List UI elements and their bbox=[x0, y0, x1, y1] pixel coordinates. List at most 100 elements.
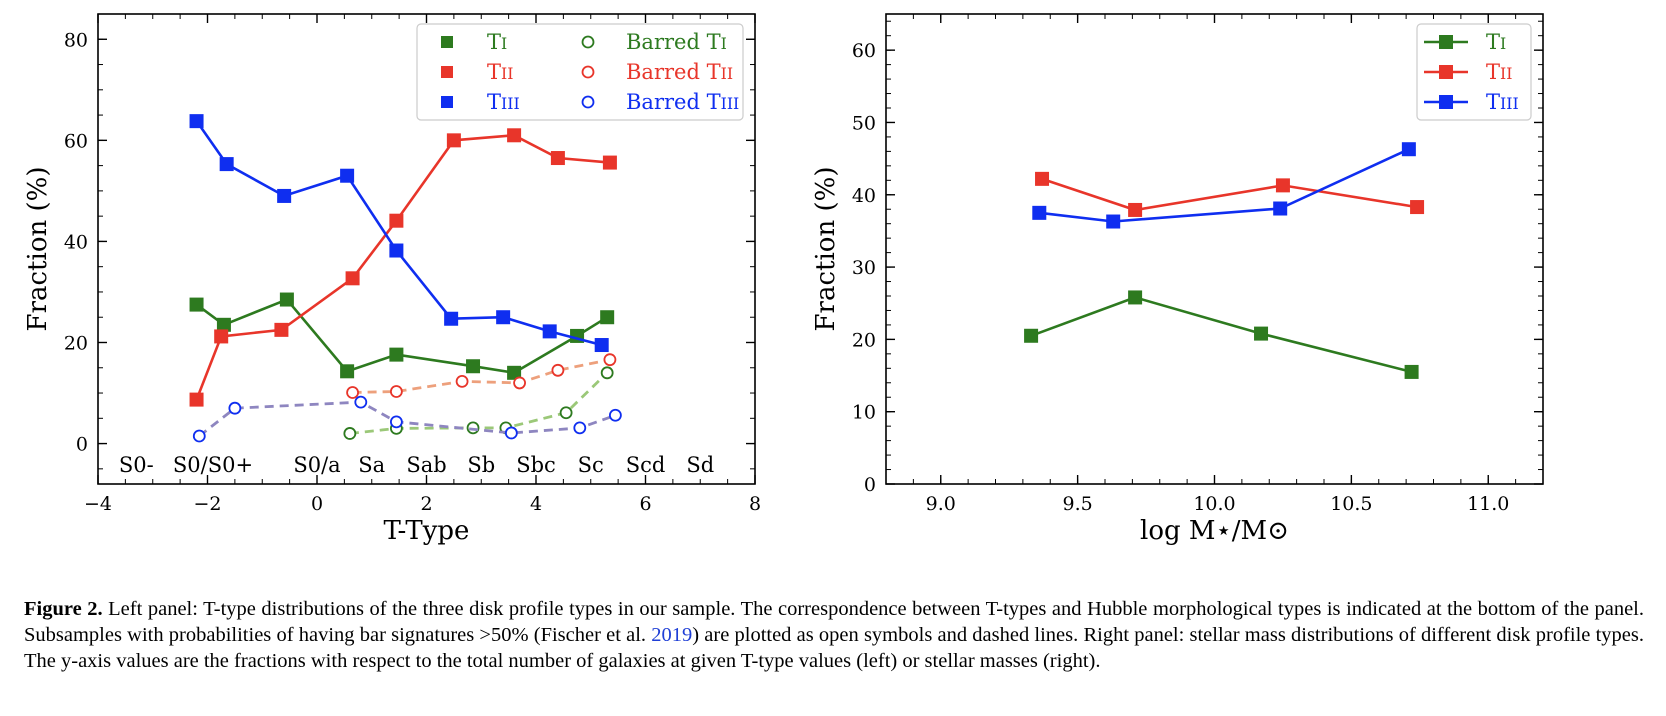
y-tick-label: 40 bbox=[852, 185, 876, 207]
data-point-tiii bbox=[189, 114, 204, 129]
data-point-tiii bbox=[219, 157, 234, 172]
legend-text-t: T bbox=[707, 60, 721, 84]
y-tick-label: 80 bbox=[64, 29, 88, 51]
y-tick-label: 50 bbox=[852, 112, 876, 134]
data-point-tii bbox=[345, 271, 360, 286]
legend-text-prefix: Barred bbox=[626, 90, 707, 114]
data-point-tiii bbox=[1032, 205, 1047, 220]
data-point-barred-tii bbox=[455, 375, 469, 388]
hubble-type-label: Sc bbox=[578, 453, 604, 477]
legend-marker bbox=[1439, 35, 1453, 49]
data-point-barred-ti bbox=[600, 366, 614, 380]
legend-label: TI bbox=[487, 30, 507, 54]
data-point-barred-tiii bbox=[228, 401, 242, 415]
legend-label: TIII bbox=[487, 90, 520, 114]
y-tick-label: 0 bbox=[864, 474, 876, 496]
legend-marker bbox=[581, 65, 595, 79]
hubble-type-label: S0- bbox=[119, 453, 154, 477]
x-tick-label: 9.5 bbox=[1063, 493, 1093, 515]
x-tick-label: 0 bbox=[311, 493, 323, 515]
x-axis-label: log M⋆/M⊙ bbox=[1140, 516, 1289, 546]
data-point-tiii bbox=[542, 324, 557, 339]
data-point-tiii bbox=[340, 168, 355, 183]
data-point-barred-tii bbox=[513, 376, 526, 390]
figure-caption: Figure 2. Left panel: T-type distributio… bbox=[24, 596, 1644, 674]
legend-text-prefix: Barred bbox=[626, 60, 707, 84]
y-tick-label: 20 bbox=[64, 332, 88, 354]
legend-marker bbox=[581, 95, 595, 109]
legend-marker bbox=[1439, 65, 1453, 79]
x-tick-label: 10.0 bbox=[1193, 493, 1235, 515]
series-line-ti bbox=[1030, 296, 1412, 374]
y-tick-label: 60 bbox=[852, 40, 876, 62]
x-tick-label: 6 bbox=[639, 493, 651, 515]
data-point-tiii bbox=[1106, 214, 1121, 229]
caption-text: Left panel: T-type distributions of the … bbox=[24, 598, 1645, 646]
hubble-type-label: Sb bbox=[467, 453, 495, 477]
legend-text-roman: I bbox=[721, 34, 727, 53]
legend-text-t: T bbox=[1486, 90, 1500, 114]
data-point-tii bbox=[189, 392, 204, 407]
y-tick-label: 60 bbox=[64, 130, 88, 152]
x-tick-label: −2 bbox=[193, 493, 221, 515]
data-point-ti bbox=[1404, 364, 1419, 379]
x-tick-label: −4 bbox=[84, 493, 112, 515]
legend-label: Barred TII bbox=[626, 60, 733, 84]
hubble-type-label: Sbc bbox=[516, 453, 556, 477]
legend-text-t: T bbox=[487, 60, 501, 84]
data-point-barred-tiii bbox=[504, 426, 518, 440]
y-tick-label: 0 bbox=[76, 434, 88, 456]
data-point-barred-tii bbox=[346, 386, 359, 399]
legend-text-roman: III bbox=[721, 94, 740, 113]
data-point-ti bbox=[216, 317, 231, 332]
caption-citation-link[interactable]: 2019 bbox=[651, 624, 693, 646]
data-point-tiii bbox=[594, 338, 609, 353]
legend-label: Barred TIII bbox=[626, 90, 739, 114]
data-point-barred-tiii bbox=[608, 408, 622, 422]
x-tick-label: 10.5 bbox=[1330, 493, 1372, 515]
legend-box bbox=[416, 23, 744, 121]
legend-text-roman: III bbox=[1500, 94, 1519, 113]
legend-text-t: T bbox=[487, 30, 501, 54]
y-tick-label: 30 bbox=[852, 257, 876, 279]
data-point-tii bbox=[550, 151, 565, 166]
hubble-type-label: Sd bbox=[686, 453, 714, 477]
data-point-ti bbox=[1128, 290, 1143, 305]
data-point-barred-ti bbox=[559, 406, 573, 420]
data-point-barred-tiii bbox=[573, 421, 587, 435]
right-panel: 9.0 9.5 10.0 10.5 11.0 0 10 20 30 40 50 60 log M⋆/M⊙… bbox=[811, 13, 1544, 546]
y-tick-label: 10 bbox=[852, 402, 876, 424]
data-point-tii bbox=[1410, 200, 1425, 215]
legend-marker bbox=[441, 96, 453, 108]
legend-text-roman: I bbox=[501, 34, 507, 53]
data-point-ti bbox=[466, 359, 481, 374]
legend-marker bbox=[441, 66, 453, 78]
legend-marker bbox=[441, 36, 453, 48]
data-point-barred-tii bbox=[551, 363, 565, 377]
y-tick-label: 20 bbox=[852, 329, 876, 351]
legend-text-prefix: Barred bbox=[626, 30, 707, 54]
data-point-barred-tiii bbox=[192, 429, 206, 443]
data-point-tii bbox=[389, 213, 404, 228]
data-point-tii bbox=[602, 155, 617, 170]
legend-label: TII bbox=[487, 60, 513, 84]
data-point-tii bbox=[1035, 171, 1050, 186]
hubble-type-label: Sa bbox=[358, 453, 385, 477]
data-point-barred-tii bbox=[389, 385, 403, 398]
hubble-type-label: Sab bbox=[406, 453, 446, 477]
data-point-tiii bbox=[444, 311, 459, 326]
data-point-barred-ti bbox=[343, 427, 357, 440]
legend-marker bbox=[1439, 95, 1453, 109]
data-point-ti bbox=[389, 347, 404, 362]
legend-text-roman: II bbox=[501, 64, 513, 83]
hubble-type-label: Scd bbox=[626, 453, 666, 477]
legend-marker bbox=[581, 35, 595, 49]
legend-text-roman: I bbox=[1500, 34, 1506, 53]
series-line-tiii bbox=[1039, 148, 1410, 223]
data-point-tii bbox=[507, 128, 522, 143]
data-point-ti bbox=[507, 365, 522, 380]
data-point-tii bbox=[1275, 178, 1290, 193]
